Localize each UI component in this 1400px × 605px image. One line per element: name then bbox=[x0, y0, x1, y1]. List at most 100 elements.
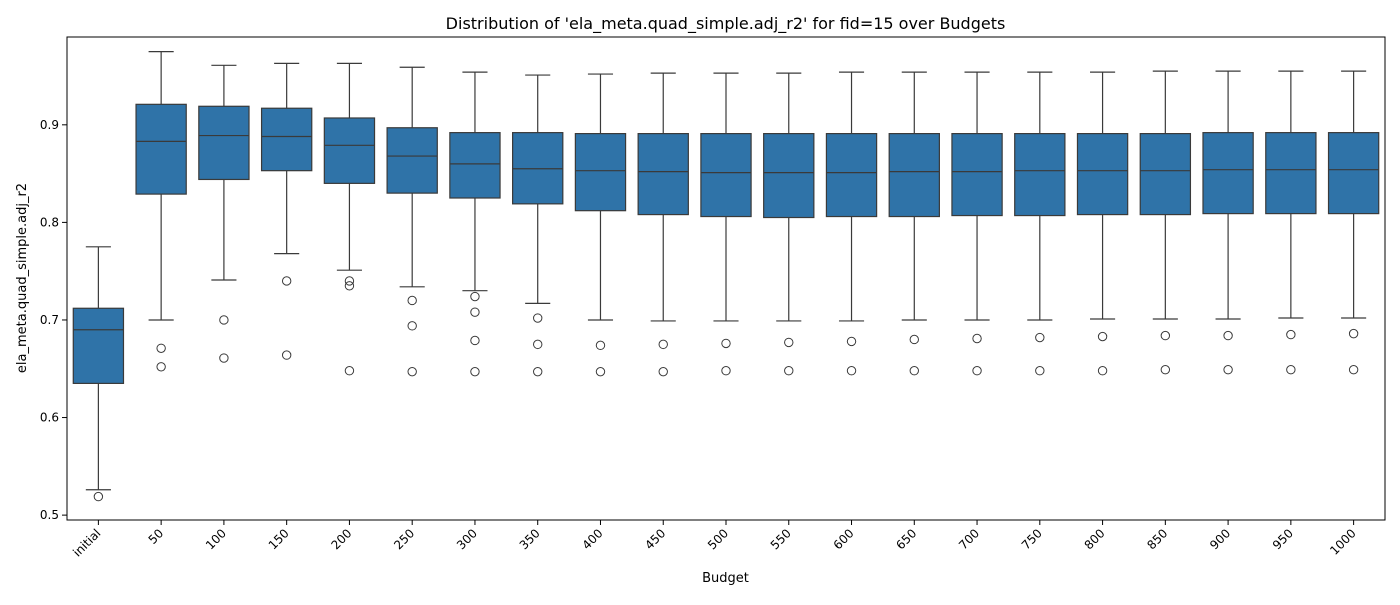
outlier-point bbox=[344, 366, 355, 376]
box-iqr bbox=[574, 133, 627, 212]
box-iqr bbox=[700, 133, 752, 218]
x-tick-label: 200 bbox=[328, 526, 354, 552]
outlier-point bbox=[721, 338, 731, 349]
y-tick-label: 0.9 bbox=[40, 118, 59, 132]
outlier-point bbox=[407, 295, 417, 306]
outlier-point bbox=[1035, 332, 1045, 343]
x-tick-label: 250 bbox=[391, 526, 417, 552]
x-tick-label: 400 bbox=[580, 526, 606, 552]
box-group-800 bbox=[1076, 71, 1129, 376]
outlier-point bbox=[1223, 365, 1233, 375]
outlier-point bbox=[658, 339, 668, 350]
outlier-point bbox=[909, 366, 919, 376]
box-iqr bbox=[1014, 133, 1066, 217]
box-iqr bbox=[449, 132, 501, 199]
box-iqr bbox=[637, 133, 689, 216]
x-tick-label: 800 bbox=[1082, 526, 1108, 552]
outlier-point bbox=[595, 340, 606, 351]
outlier-point bbox=[1035, 366, 1045, 376]
outlier-point bbox=[1097, 366, 1108, 376]
outlier-point bbox=[156, 343, 166, 353]
box-group-50 bbox=[135, 51, 187, 372]
outlier-point bbox=[909, 334, 919, 345]
box-iqr bbox=[888, 133, 940, 218]
outlier-point bbox=[344, 276, 355, 286]
y-tick-label: 0.5 bbox=[40, 508, 59, 522]
outlier-point bbox=[219, 315, 229, 325]
outlier-point bbox=[784, 337, 794, 348]
x-tick-label: initial bbox=[70, 526, 103, 559]
outlier-point bbox=[1348, 328, 1359, 339]
x-tick-label: 50 bbox=[146, 526, 167, 547]
x-tick-label: 700 bbox=[956, 526, 982, 552]
y-axis-label: ela_meta.quad_simple.adj_r2 bbox=[15, 183, 30, 373]
x-tick-label: 350 bbox=[517, 526, 543, 552]
outlier-point bbox=[972, 366, 982, 376]
box-group-200 bbox=[323, 62, 376, 376]
x-axis-label: Budget bbox=[702, 571, 749, 586]
outlier-point bbox=[533, 366, 543, 377]
x-tick-label: 550 bbox=[768, 526, 794, 552]
box-iqr bbox=[323, 117, 376, 184]
box-group-700 bbox=[951, 71, 1003, 376]
box-iqr bbox=[72, 307, 125, 384]
outlier-point bbox=[846, 336, 857, 347]
box-group-950 bbox=[1265, 70, 1317, 375]
x-tick-label: 650 bbox=[893, 526, 919, 552]
outlier-point bbox=[1286, 365, 1296, 375]
outlier-point bbox=[1223, 330, 1233, 341]
box-group-850 bbox=[1139, 70, 1192, 375]
outlier-point bbox=[846, 366, 857, 376]
box-group-900 bbox=[1202, 70, 1254, 375]
box-group-450 bbox=[637, 72, 689, 377]
outlier-point bbox=[721, 366, 731, 376]
box-iqr bbox=[1265, 132, 1317, 215]
outlier-point bbox=[784, 366, 794, 376]
box-group-550 bbox=[763, 72, 815, 376]
outlier-point bbox=[1097, 331, 1108, 342]
box-iqr bbox=[1202, 132, 1254, 215]
box-group-400 bbox=[574, 73, 627, 377]
outlier-point bbox=[1348, 365, 1359, 375]
outlier-point bbox=[281, 276, 292, 286]
box-iqr bbox=[386, 127, 438, 194]
box-iqr bbox=[135, 103, 187, 195]
outlier-point bbox=[470, 307, 480, 317]
x-tick-label: 600 bbox=[831, 526, 857, 552]
outlier-point bbox=[1160, 330, 1171, 341]
outlier-point bbox=[219, 353, 229, 363]
outlier-point bbox=[533, 339, 543, 350]
x-tick-label: 450 bbox=[642, 526, 668, 552]
box-group-750 bbox=[1014, 71, 1066, 376]
box-group-initial bbox=[72, 246, 125, 502]
box-group-650 bbox=[888, 71, 940, 376]
x-tick-label: 1000 bbox=[1327, 526, 1358, 557]
outlier-point bbox=[407, 366, 417, 377]
outlier-point bbox=[1286, 329, 1296, 340]
box-iqr bbox=[1327, 132, 1380, 215]
x-tick-label: 100 bbox=[203, 526, 229, 552]
x-tick-label: 900 bbox=[1207, 526, 1233, 552]
box-iqr bbox=[198, 105, 250, 181]
y-tick-label: 0.6 bbox=[40, 411, 59, 425]
outlier-point bbox=[972, 333, 982, 344]
plot-area bbox=[72, 51, 1380, 502]
outlier-point bbox=[281, 350, 292, 360]
y-tick-label: 0.7 bbox=[40, 313, 59, 327]
box-group-500 bbox=[700, 72, 752, 376]
box-iqr bbox=[260, 107, 313, 172]
box-group-1000 bbox=[1327, 70, 1380, 375]
outlier-point bbox=[470, 335, 480, 346]
outlier-point bbox=[470, 366, 480, 377]
y-tick-label: 0.8 bbox=[40, 215, 59, 229]
outlier-point bbox=[156, 362, 166, 372]
box-group-150 bbox=[260, 62, 313, 360]
x-tick-label: 950 bbox=[1270, 526, 1296, 552]
outlier-point bbox=[470, 291, 480, 302]
outlier-point bbox=[595, 366, 606, 377]
outlier-point bbox=[533, 313, 543, 323]
box-group-350 bbox=[512, 74, 564, 377]
box-group-250 bbox=[386, 66, 438, 377]
